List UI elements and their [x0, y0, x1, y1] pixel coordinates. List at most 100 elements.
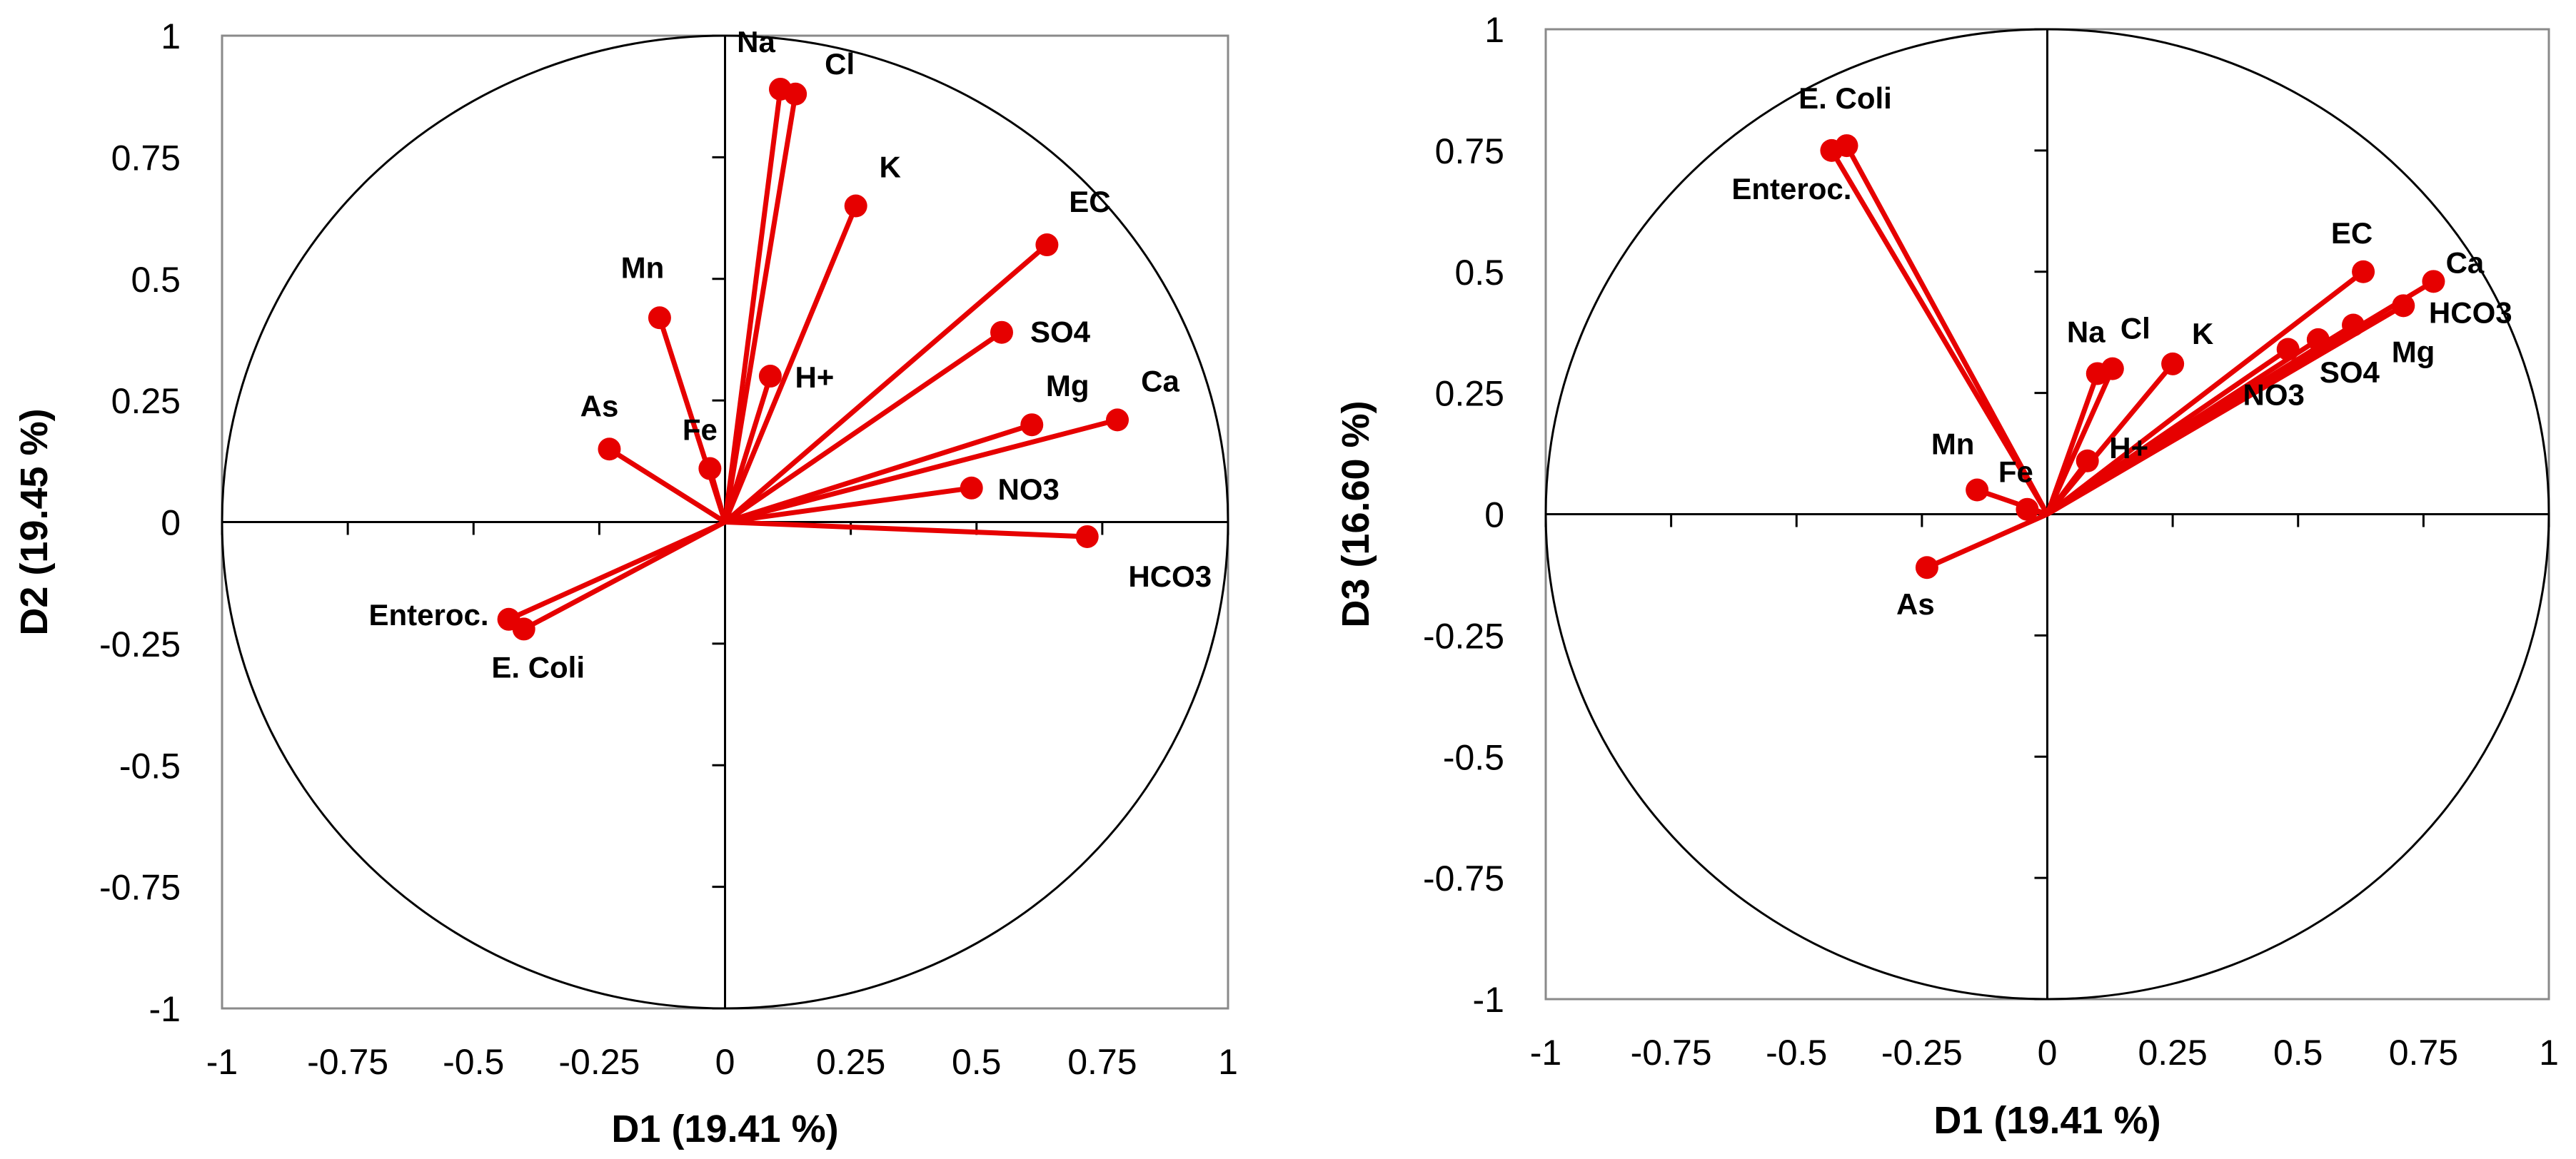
- variable-label-Mn: Mn: [621, 250, 665, 284]
- loading-vector-Ca: [724, 417, 1118, 525]
- variable-label-Mg: Mg: [1046, 369, 1090, 403]
- variable-point-Ca: [2422, 270, 2445, 293]
- variable-label-K: K: [879, 151, 900, 184]
- variable-label-E. Coli: E. Coli: [491, 650, 585, 684]
- variable-label-Fe: Fe: [683, 413, 718, 447]
- x-tick-label: -0.5: [1766, 1033, 1827, 1073]
- variable-label-H+: H+: [2109, 431, 2148, 465]
- variable-label-SO4: SO4: [2320, 355, 2380, 389]
- x-tick-label: 0.5: [2273, 1033, 2323, 1073]
- loading-vector-HCO3: [725, 520, 1087, 540]
- y-tick-label: 0.75: [1435, 131, 1504, 171]
- x-tick-label: 0.5: [952, 1042, 1002, 1082]
- variable-point-Cl: [2100, 357, 2124, 380]
- variable-point-Fe: [698, 457, 722, 480]
- variable-label-Ca: Ca: [2446, 246, 2485, 279]
- variable-point-HCO3: [1075, 525, 1099, 548]
- variable-label-Mn: Mn: [1931, 427, 1975, 461]
- loading-vector-Mg: [724, 422, 1033, 525]
- loading-vector-Na: [723, 88, 783, 522]
- variable-label-SO4: SO4: [1030, 315, 1091, 349]
- y-axis-title: D2 (19.45 %): [13, 408, 56, 635]
- variable-label-Na: Na: [2067, 315, 2105, 348]
- y-tick-label: -0.75: [99, 868, 181, 908]
- loading-vector-As: [1926, 512, 2048, 570]
- y-tick-label: 0.25: [1435, 374, 1504, 414]
- variable-label-Enteroc.: Enteroc.: [1731, 172, 1851, 206]
- variable-point-Enteroc.: [1820, 138, 1843, 162]
- loading-vector-H+: [723, 375, 773, 523]
- variable-label-Mg: Mg: [2392, 335, 2435, 368]
- variable-point-Mn: [648, 306, 671, 330]
- x-tick-label: 0: [715, 1042, 735, 1082]
- x-tick-label: 0.75: [1067, 1042, 1137, 1082]
- loading-vector-NO3: [725, 485, 972, 525]
- loading-vector-NO3: [2046, 347, 2290, 517]
- loading-vector-As: [608, 447, 727, 525]
- variable-point-K: [2161, 352, 2185, 375]
- variable-point-As: [598, 437, 621, 461]
- variable-point-H+: [758, 365, 782, 388]
- variable-point-Ca: [1106, 408, 1129, 432]
- variable-label-As: As: [1896, 587, 1935, 621]
- x-tick-label: -1: [1530, 1033, 1561, 1073]
- loading-vector-EC: [2046, 269, 2365, 517]
- y-tick-label: 0.25: [111, 381, 181, 421]
- variable-label-EC: EC: [2331, 216, 2373, 250]
- y-tick-label: 0: [1484, 495, 1504, 535]
- variable-point-Cl: [784, 82, 807, 106]
- y-tick-label: 0.5: [131, 260, 181, 300]
- loading-vector-Enteroc.: [508, 520, 726, 622]
- variable-label-Fe: Fe: [1998, 455, 2033, 489]
- variable-point-E. Coli: [512, 617, 535, 641]
- x-tick-label: 0.25: [816, 1042, 885, 1082]
- loading-vector-Cl: [723, 93, 798, 523]
- loading-vector-Enteroc.: [1829, 149, 2050, 516]
- variable-label-HCO3: HCO3: [1128, 560, 1212, 593]
- y-tick-label: -0.5: [119, 746, 181, 786]
- variable-label-E. Coli: E. Coli: [1798, 81, 1892, 115]
- y-tick-label: 0.75: [111, 138, 181, 178]
- y-tick-label: 0.5: [1454, 253, 1504, 293]
- variable-label-Cl: Cl: [825, 47, 855, 81]
- variable-point-NO3: [2276, 338, 2300, 361]
- variable-label-Enteroc.: Enteroc.: [369, 598, 489, 632]
- loading-vector-K: [723, 205, 858, 523]
- pca-plot-d1-d3: -1 -1 -0.75 -0.75 -0.5 -0.5 -0.25 -0.25 0 0 0.25 0.…: [1334, 10, 2559, 1142]
- x-axis-title: D1 (19.41 %): [1933, 1099, 2160, 1142]
- variable-point-EC: [1035, 233, 1059, 257]
- variable-label-K: K: [2192, 317, 2213, 350]
- variable-label-NO3: NO3: [2243, 378, 2305, 411]
- variable-point-H+: [2076, 449, 2099, 472]
- y-tick-label: 1: [1484, 10, 1504, 50]
- variable-point-HCO3: [2392, 294, 2415, 318]
- variable-label-NO3: NO3: [998, 472, 1060, 506]
- variable-label-As: As: [580, 389, 619, 422]
- variable-point-SO4: [990, 320, 1013, 344]
- y-tick-label: -0.25: [1423, 616, 1504, 656]
- variable-point-Mg: [2342, 313, 2365, 337]
- x-tick-label: 0: [2038, 1033, 2058, 1073]
- y-tick-label: -0.75: [1423, 859, 1504, 899]
- variable-label-Cl: Cl: [2120, 312, 2150, 345]
- x-tick-label: 0.75: [2389, 1033, 2458, 1073]
- variable-point-Fe: [2016, 497, 2039, 521]
- loading-vector-SO4: [723, 330, 1003, 525]
- loading-vector-E. Coli: [1844, 144, 2050, 516]
- y-tick-label: -0.5: [1443, 737, 1504, 777]
- variable-point-EC: [2352, 260, 2375, 283]
- variable-point-Mg: [1020, 413, 1044, 437]
- loading-vector-EC: [723, 243, 1049, 525]
- x-tick-label: -0.25: [1881, 1033, 1963, 1073]
- variable-point-K: [844, 194, 867, 218]
- y-axis-title: D3 (16.60 %): [1334, 400, 1377, 627]
- x-tick-label: -0.5: [443, 1042, 504, 1082]
- x-tick-label: 1: [1218, 1042, 1238, 1082]
- variable-point-Mn: [1966, 478, 1989, 502]
- variable-label-H+: H+: [795, 360, 834, 394]
- y-tick-label: 0: [161, 503, 181, 543]
- variable-label-Ca: Ca: [1141, 364, 1179, 398]
- y-tick-label: -1: [149, 989, 181, 1029]
- variable-point-NO3: [960, 476, 983, 500]
